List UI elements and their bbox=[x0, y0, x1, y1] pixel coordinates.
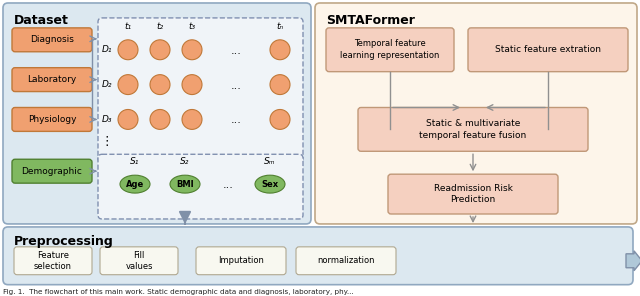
Text: Dataset: Dataset bbox=[14, 14, 69, 27]
Text: Sₘ: Sₘ bbox=[264, 157, 276, 166]
Text: Demographic: Demographic bbox=[22, 167, 83, 176]
FancyBboxPatch shape bbox=[296, 247, 396, 275]
FancyBboxPatch shape bbox=[326, 28, 454, 72]
Text: Static & multivariate
temporal feature fusion: Static & multivariate temporal feature f… bbox=[419, 119, 527, 140]
Text: Physiology: Physiology bbox=[28, 115, 76, 124]
Circle shape bbox=[182, 75, 202, 94]
Text: ⋮: ⋮ bbox=[100, 135, 113, 148]
Text: ...: ... bbox=[230, 115, 241, 126]
FancyBboxPatch shape bbox=[196, 247, 286, 275]
Circle shape bbox=[270, 110, 290, 129]
Circle shape bbox=[150, 40, 170, 60]
Ellipse shape bbox=[120, 175, 150, 193]
Text: SMTAFormer: SMTAFormer bbox=[326, 14, 415, 27]
Ellipse shape bbox=[170, 175, 200, 193]
Text: Temporal feature
learning representation: Temporal feature learning representation bbox=[340, 39, 440, 60]
Text: t₃: t₃ bbox=[188, 22, 196, 31]
Text: normalization: normalization bbox=[317, 256, 375, 265]
Text: S₂: S₂ bbox=[180, 157, 189, 166]
Text: Diagnosis: Diagnosis bbox=[30, 35, 74, 44]
Text: Readmission Risk
Prediction: Readmission Risk Prediction bbox=[433, 184, 513, 205]
Circle shape bbox=[150, 75, 170, 94]
Text: t₁: t₁ bbox=[124, 22, 132, 31]
FancyBboxPatch shape bbox=[14, 247, 92, 275]
Text: ...: ... bbox=[230, 81, 241, 91]
FancyBboxPatch shape bbox=[388, 174, 558, 214]
Circle shape bbox=[270, 40, 290, 60]
Text: Laboratory: Laboratory bbox=[28, 75, 77, 84]
Circle shape bbox=[270, 75, 290, 94]
FancyArrow shape bbox=[626, 251, 640, 271]
Text: ...: ... bbox=[223, 180, 234, 190]
Text: S₁: S₁ bbox=[131, 157, 140, 166]
Circle shape bbox=[182, 110, 202, 129]
FancyBboxPatch shape bbox=[358, 107, 588, 151]
FancyBboxPatch shape bbox=[315, 3, 637, 224]
Text: D₃: D₃ bbox=[102, 115, 112, 124]
FancyBboxPatch shape bbox=[12, 107, 92, 131]
Text: Fig. 1.  The flowchart of this main work. Static demographic data and diagnosis,: Fig. 1. The flowchart of this main work.… bbox=[3, 289, 354, 295]
Text: Feature
selection: Feature selection bbox=[34, 251, 72, 271]
Text: D₁: D₁ bbox=[102, 45, 112, 54]
Text: ...: ... bbox=[230, 46, 241, 56]
FancyBboxPatch shape bbox=[98, 154, 303, 219]
FancyBboxPatch shape bbox=[100, 247, 178, 275]
FancyBboxPatch shape bbox=[12, 68, 92, 91]
Text: Sex: Sex bbox=[261, 180, 278, 189]
Text: t₂: t₂ bbox=[156, 22, 164, 31]
Text: Imputation: Imputation bbox=[218, 256, 264, 265]
Text: Age: Age bbox=[126, 180, 144, 189]
Circle shape bbox=[118, 110, 138, 129]
FancyBboxPatch shape bbox=[12, 28, 92, 52]
FancyBboxPatch shape bbox=[468, 28, 628, 72]
Text: D₂: D₂ bbox=[102, 80, 112, 89]
Ellipse shape bbox=[255, 175, 285, 193]
Text: BMI: BMI bbox=[176, 180, 194, 189]
FancyBboxPatch shape bbox=[3, 227, 633, 285]
Circle shape bbox=[182, 40, 202, 60]
Circle shape bbox=[118, 75, 138, 94]
Text: tₙ: tₙ bbox=[276, 22, 284, 31]
Text: Preprocessing: Preprocessing bbox=[14, 235, 114, 248]
FancyBboxPatch shape bbox=[98, 18, 303, 162]
Text: Static feature extration: Static feature extration bbox=[495, 45, 601, 54]
FancyBboxPatch shape bbox=[12, 159, 92, 183]
FancyBboxPatch shape bbox=[3, 3, 311, 224]
Circle shape bbox=[150, 110, 170, 129]
Circle shape bbox=[118, 40, 138, 60]
Text: Fill
values: Fill values bbox=[125, 251, 153, 271]
